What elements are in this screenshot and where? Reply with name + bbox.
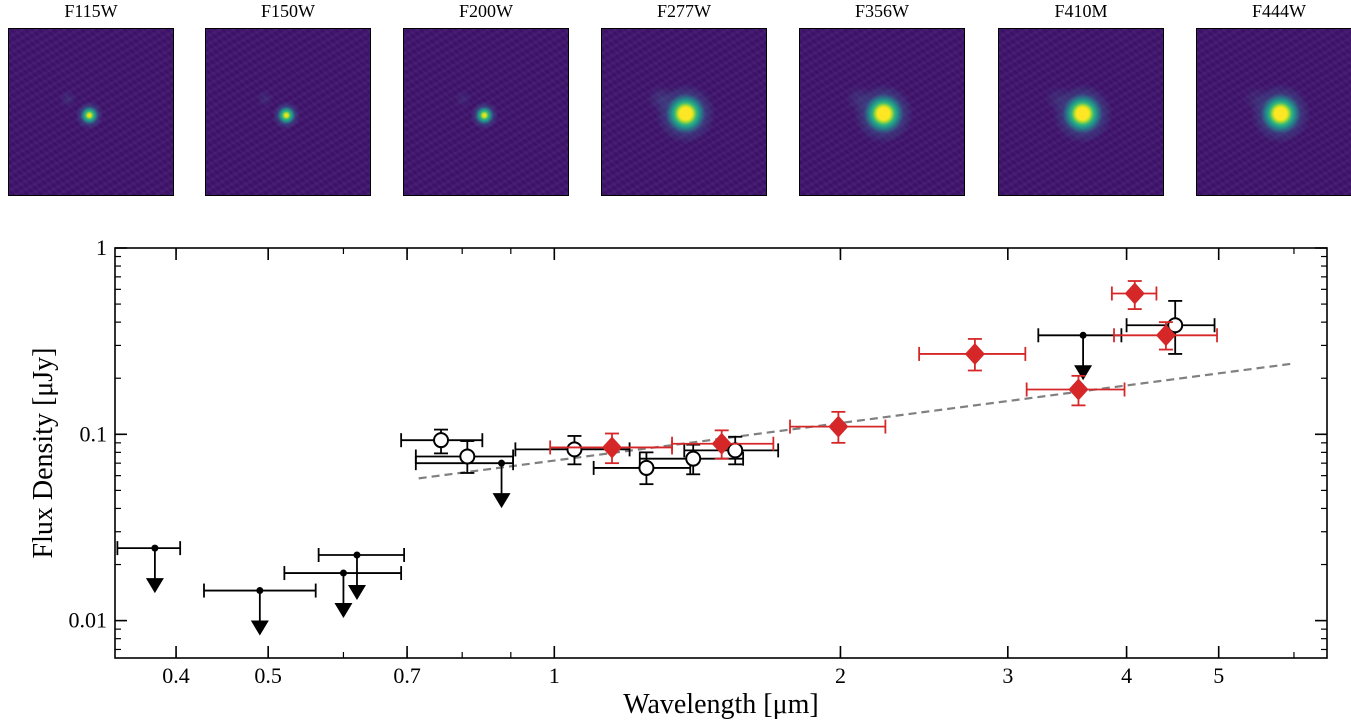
- data-point-open-circle: [414, 440, 515, 474]
- cutout-band-label: F200W: [459, 1, 513, 21]
- cutout-band-label: F410M: [1054, 1, 1108, 21]
- series-upper-limit: [116, 328, 1123, 636]
- data-point-diamond: [671, 429, 775, 460]
- cutout-f115w: F115W: [8, 0, 174, 196]
- data-point-diamond: [1110, 280, 1158, 310]
- tick-labels: 0.4 0.5 0.7 1 2 3 4 5 0.01 0.1 1: [69, 235, 1225, 688]
- diamond-marker: [828, 415, 849, 438]
- axis-ticks: [115, 247, 1327, 658]
- x-tick-label: 5: [1213, 663, 1224, 688]
- data-point-diamond: [1113, 321, 1218, 351]
- cutout-image: [1196, 28, 1351, 196]
- diamond-marker: [602, 436, 623, 459]
- cutout-band-label: F150W: [261, 1, 315, 21]
- x-tick-label: 0.7: [393, 663, 421, 688]
- data-point-upper-limit: [283, 566, 403, 619]
- series-diamond: [549, 280, 1218, 465]
- x-tick-label: 0.4: [162, 663, 190, 688]
- data-point-diamond: [918, 338, 1027, 372]
- open-circle-marker: [685, 450, 702, 467]
- data-point-open-circle: [683, 435, 780, 466]
- limit-arrow: [492, 493, 511, 509]
- cutout-f444w: F444W: [1196, 0, 1351, 196]
- cutout-f277w: F277W: [601, 0, 767, 196]
- y-tick-label: 0.1: [80, 421, 108, 446]
- y-tick-label: 1: [96, 235, 107, 260]
- data-point-open-circle: [592, 451, 692, 486]
- cutout-band-label: F356W: [855, 1, 909, 21]
- x-tick-label: 1: [549, 663, 560, 688]
- x-tick-label: 2: [835, 663, 846, 688]
- x-tick-label: 0.5: [254, 663, 282, 688]
- data-point-upper-limit: [317, 548, 406, 601]
- data-point-open-circle: [638, 443, 745, 476]
- data-point-diamond: [789, 410, 887, 444]
- limit-dot: [498, 459, 506, 467]
- diamond-marker: [1155, 324, 1176, 347]
- x-tick-label: 4: [1121, 663, 1132, 688]
- data-point-diamond: [1025, 374, 1126, 407]
- cutout-band-label: F115W: [64, 1, 118, 21]
- open-circle-marker: [566, 441, 583, 458]
- plot-frame: [114, 247, 1328, 659]
- data-point-diamond: [549, 432, 673, 465]
- series-open-circle: [400, 300, 1216, 486]
- diamond-marker: [711, 432, 732, 455]
- data-points: [116, 280, 1218, 636]
- limit-dot: [339, 569, 347, 577]
- open-circle-marker: [433, 432, 450, 449]
- cutout-image: [998, 28, 1164, 196]
- limit-arrow: [250, 620, 269, 636]
- data-point-upper-limit: [203, 583, 317, 636]
- limit-arrow: [334, 603, 353, 619]
- limit-dot: [256, 587, 264, 595]
- limit-dot: [151, 544, 159, 552]
- cutout-image: [205, 28, 371, 196]
- cutout-f356w: F356W: [799, 0, 965, 196]
- x-tick-label: 3: [1002, 663, 1013, 688]
- data-point-upper-limit: [1037, 328, 1123, 381]
- cutout-image: [403, 28, 569, 196]
- open-circle-marker: [727, 442, 744, 459]
- limit-arrow: [347, 585, 366, 601]
- limit-dot: [1079, 331, 1087, 339]
- y-tick-label: 0.01: [69, 608, 108, 633]
- cutout-band-label: F277W: [657, 1, 711, 21]
- diamond-marker: [1068, 378, 1089, 401]
- diamond-marker: [1124, 282, 1145, 305]
- diamond-marker: [964, 342, 985, 365]
- cutout-band-label: F444W: [1252, 1, 1306, 21]
- open-circle-marker: [459, 448, 476, 465]
- open-circle-marker: [638, 459, 655, 476]
- cutout-f200w: F200W: [403, 0, 569, 196]
- fit-line: [418, 362, 1295, 480]
- data-point-open-circle: [1125, 300, 1216, 355]
- cutout-image: [799, 28, 965, 196]
- limit-dot: [353, 551, 361, 559]
- limit-arrow: [1074, 365, 1093, 381]
- cutout-image: [8, 28, 174, 196]
- cutout-f150w: F150W: [205, 0, 371, 196]
- limit-arrow: [145, 578, 164, 594]
- cutout-f410m: F410M: [998, 0, 1164, 196]
- y-axis-label: Flux Density [μJy]: [28, 347, 59, 558]
- cutout-image: [601, 28, 767, 196]
- x-axis-label: Wavelength [μm]: [623, 689, 818, 720]
- data-point-upper-limit: [116, 541, 182, 594]
- power-law-fit: [418, 362, 1295, 480]
